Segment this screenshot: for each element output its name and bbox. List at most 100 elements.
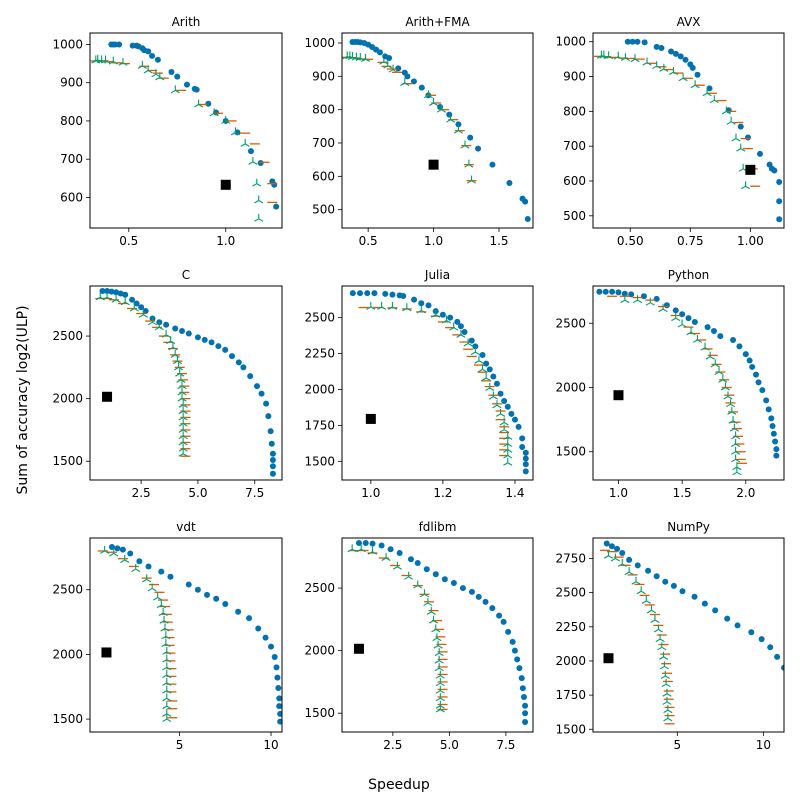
data-point-green — [632, 295, 643, 304]
data-point-green — [435, 693, 445, 702]
data-point-green — [463, 338, 473, 347]
data-point-green — [194, 99, 204, 108]
x-tick-label: 0.5 — [119, 234, 138, 248]
data-point-blue — [679, 588, 686, 595]
data-point-green — [178, 412, 188, 421]
data-point-blue — [262, 634, 269, 641]
y-tick-label: 1500 — [555, 445, 586, 459]
data-point-green — [434, 648, 444, 657]
data-point-blue — [682, 56, 689, 63]
data-point-blue — [624, 38, 631, 45]
data-point-blue — [410, 78, 417, 85]
data-point-blue — [258, 390, 265, 397]
data-point-blue — [447, 314, 454, 321]
data-point-blue — [355, 540, 362, 547]
y-tick-label: 2500 — [52, 583, 83, 597]
data-point-blue — [759, 387, 766, 394]
y-axis-label: Sum of accuracy log2(ULP) — [15, 305, 31, 494]
data-point-blue — [364, 290, 371, 297]
y-tick-label: 2500 — [52, 329, 83, 343]
data-point-blue — [387, 546, 394, 553]
y-tick-label: 1000 — [555, 35, 586, 49]
data-point-blue — [145, 48, 152, 55]
data-point-green — [624, 567, 634, 576]
data-point-blue — [609, 288, 616, 295]
data-point-green — [162, 670, 172, 679]
data-point-green — [720, 382, 731, 391]
data-point-green — [678, 73, 688, 82]
y-tick-label: 2500 — [304, 311, 335, 325]
data-point-blue — [382, 290, 389, 297]
data-point-green — [503, 450, 513, 459]
data-point-green — [460, 140, 470, 149]
y-tick-label: 800 — [563, 104, 586, 118]
data-point-green — [702, 88, 712, 97]
data-point-blue — [483, 360, 490, 367]
data-point-green — [449, 322, 459, 331]
x-tick-label: 1.0 — [216, 234, 235, 248]
plot-area — [596, 288, 780, 476]
data-point-blue — [769, 423, 776, 430]
data-point-green — [161, 639, 171, 648]
data-point-green — [109, 548, 119, 557]
y-tick-label: 2500 — [304, 581, 335, 595]
y-tick-label: 500 — [563, 209, 586, 223]
data-point-green — [435, 670, 445, 679]
data-point-blue — [522, 702, 529, 709]
data-point-green — [137, 60, 147, 69]
data-point-blue — [247, 373, 254, 380]
subplot-title: C — [182, 268, 190, 282]
data-point-blue — [114, 545, 121, 552]
data-point-blue — [730, 336, 737, 343]
data-point-blue — [670, 582, 677, 589]
data-point-blue — [615, 289, 622, 296]
data-point-blue — [418, 300, 425, 307]
data-point-blue — [222, 346, 229, 353]
data-point-green — [731, 446, 741, 455]
data-point-blue — [185, 581, 192, 588]
data-point-blue — [479, 351, 486, 358]
data-point-green — [423, 598, 433, 607]
data-point-green — [603, 550, 614, 559]
data-point-green — [617, 558, 627, 567]
data-point-blue — [418, 84, 425, 91]
plot-area — [342, 39, 531, 222]
data-point-blue — [737, 123, 744, 130]
y-tick-label: 1500 — [555, 722, 586, 736]
x-tick-label: 1.4 — [505, 486, 524, 500]
data-point-green — [162, 654, 172, 663]
axes-frame — [341, 32, 534, 229]
data-point-blue — [145, 563, 152, 570]
data-point-green — [729, 423, 739, 432]
data-point-green — [435, 685, 445, 694]
data-point-blue — [509, 638, 516, 645]
axes-frame — [341, 537, 534, 733]
data-point-blue — [679, 311, 686, 318]
data-point-blue — [629, 38, 636, 45]
data-point-blue — [113, 289, 120, 296]
data-point-green — [441, 315, 452, 324]
data-point-green — [705, 351, 715, 360]
data-point-green — [485, 383, 495, 392]
data-point-blue — [614, 545, 621, 552]
data-point-green — [383, 60, 393, 69]
data-point-green — [221, 115, 231, 124]
data-point-green — [599, 50, 609, 59]
data-point-green — [503, 431, 513, 440]
data-point-blue — [193, 86, 200, 93]
data-point-green — [668, 67, 679, 75]
data-point-blue — [776, 179, 783, 186]
data-point-blue — [273, 664, 280, 671]
data-point-green — [230, 127, 241, 136]
data-point-blue — [634, 38, 641, 45]
y-tick-label: 1500 — [304, 454, 335, 468]
axes-frame — [592, 32, 785, 229]
reference-marker — [353, 643, 364, 654]
data-point-green — [470, 347, 480, 356]
data-point-blue — [108, 288, 115, 295]
y-tick-label: 1000 — [52, 37, 83, 51]
data-point-blue — [520, 693, 527, 700]
y-tick-label: 2250 — [555, 620, 586, 634]
reference-marker — [220, 179, 231, 190]
data-point-blue — [508, 410, 515, 417]
